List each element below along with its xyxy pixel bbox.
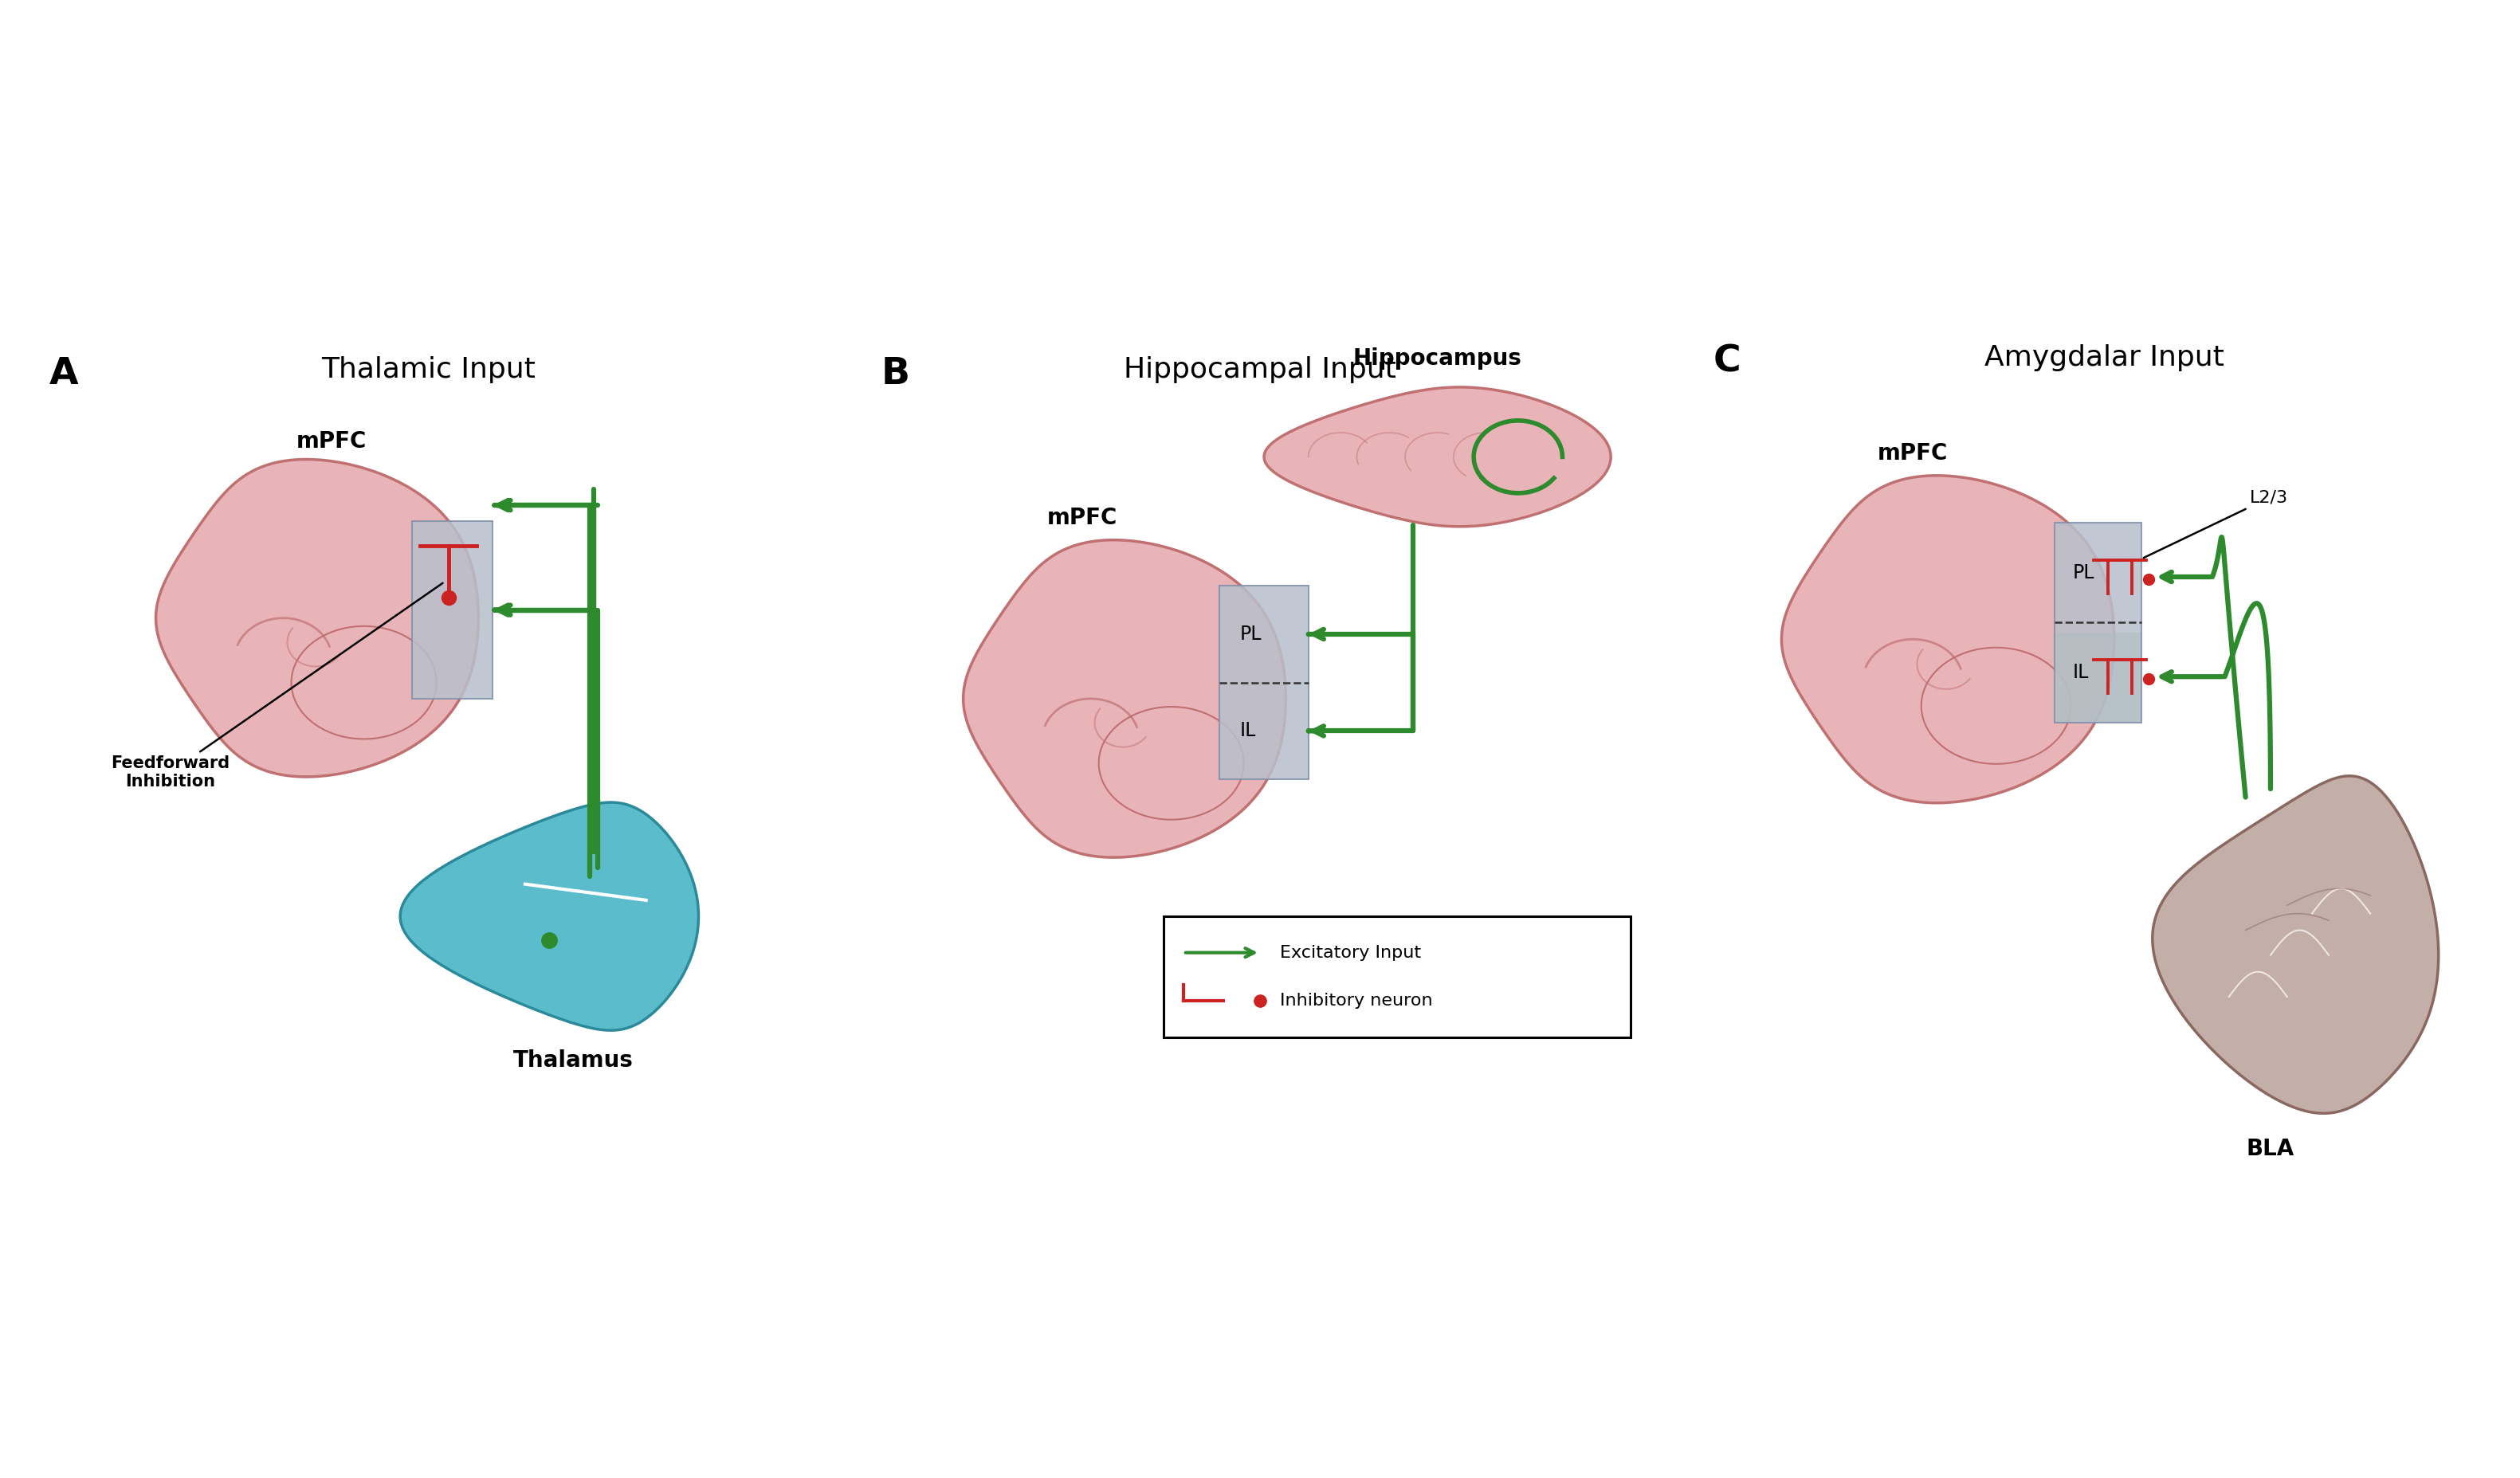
Text: BLA: BLA: [2245, 1138, 2296, 1160]
Polygon shape: [292, 627, 436, 739]
Text: IL: IL: [2071, 664, 2089, 681]
Text: Inhibitory neuron: Inhibitory neuron: [1280, 993, 1434, 1009]
Text: Amygdalar Input: Amygdalar Input: [1983, 344, 2225, 371]
Polygon shape: [1920, 647, 2071, 764]
Bar: [1220, 585, 1308, 779]
Text: mPFC: mPFC: [297, 430, 368, 452]
Bar: [2054, 523, 2142, 723]
Text: L2/3: L2/3: [2145, 489, 2288, 557]
Bar: [1164, 916, 1630, 1038]
Polygon shape: [963, 539, 1285, 857]
Bar: [2054, 633, 2142, 723]
Polygon shape: [401, 803, 698, 1030]
Text: A: A: [50, 356, 78, 392]
Polygon shape: [1265, 387, 1610, 526]
Text: Hippocampal Input: Hippocampal Input: [1124, 356, 1396, 383]
Text: Thalamus: Thalamus: [514, 1049, 633, 1072]
Text: Thalamic Input: Thalamic Input: [320, 356, 537, 383]
Polygon shape: [1099, 706, 1245, 820]
Text: mPFC: mPFC: [1048, 507, 1119, 529]
Text: B: B: [882, 356, 910, 392]
Text: IL: IL: [1240, 721, 1255, 740]
Bar: [413, 522, 494, 699]
Polygon shape: [2152, 776, 2439, 1113]
Text: PL: PL: [2071, 563, 2094, 582]
Polygon shape: [1782, 476, 2114, 803]
Text: mPFC: mPFC: [1877, 442, 1948, 464]
Text: PL: PL: [1240, 625, 1263, 644]
Text: Feedforward
Inhibition: Feedforward Inhibition: [111, 582, 444, 789]
Polygon shape: [156, 460, 479, 777]
Text: C: C: [1714, 344, 1741, 380]
Text: Excitatory Input: Excitatory Input: [1280, 944, 1421, 961]
Text: Hippocampus: Hippocampus: [1353, 347, 1522, 370]
